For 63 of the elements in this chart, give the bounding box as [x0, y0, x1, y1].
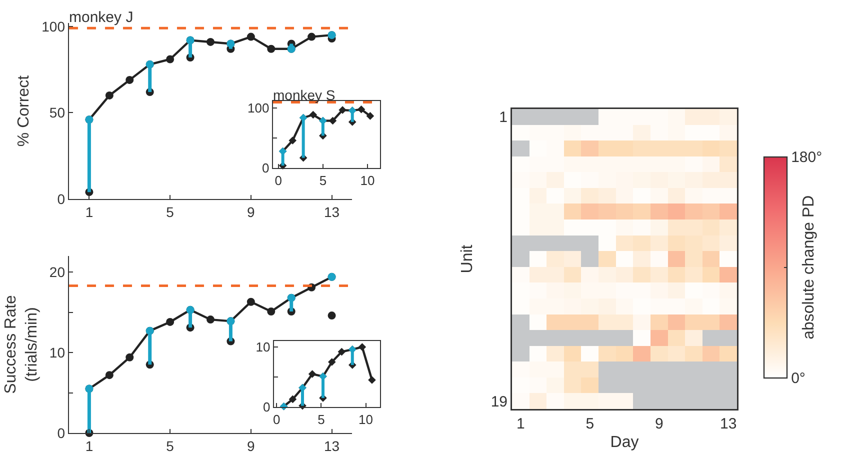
point — [368, 376, 376, 384]
x-tick-label: 10 — [360, 172, 375, 188]
point — [357, 105, 366, 114]
point — [166, 318, 174, 326]
chart-title: monkey J — [69, 9, 134, 26]
point — [338, 106, 346, 114]
y-tick-label: 0 — [262, 400, 270, 415]
x-tick-label: 5 — [318, 412, 325, 427]
x-axis-title: Day — [610, 434, 639, 451]
point — [267, 308, 276, 316]
point — [166, 55, 174, 64]
point — [126, 76, 134, 84]
x-tick-label: 9 — [247, 438, 256, 454]
x-tick-label: 13 — [324, 204, 340, 220]
y-axis-title: % Correct — [16, 74, 33, 147]
y-tick-label: 0 — [262, 160, 270, 176]
point — [328, 312, 336, 320]
x-tick-label: 5 — [586, 416, 594, 432]
y-tick-label: 100 — [247, 100, 270, 116]
color-bar-label: 180° — [791, 149, 822, 166]
chart-title: monkey S — [273, 87, 336, 103]
point — [246, 298, 255, 306]
point — [288, 395, 297, 404]
point — [246, 32, 255, 41]
point — [308, 370, 316, 378]
x-tick-label: 0 — [273, 412, 280, 427]
y-tick-label: 100 — [42, 18, 66, 34]
point — [126, 353, 134, 362]
x-tick-label: 0 — [274, 172, 282, 188]
point — [358, 343, 366, 351]
point — [328, 116, 337, 125]
point — [309, 110, 318, 119]
x-tick-label: 9 — [247, 204, 256, 220]
x-tick-label: 5 — [319, 172, 327, 188]
x-tick-label: 13 — [720, 416, 737, 432]
y-tick-label: 19 — [490, 393, 508, 410]
y-axis-title: Success Rate (trials/min) — [2, 295, 40, 394]
point — [105, 371, 114, 380]
y-tick-label: 10 — [49, 344, 66, 360]
point — [366, 112, 374, 120]
point — [267, 44, 276, 53]
y-axis-title: Unit — [458, 244, 476, 274]
y-tick-label: 0 — [57, 190, 66, 207]
point — [206, 38, 214, 46]
y-tick-label: 20 — [49, 264, 66, 280]
x-tick-label: 5 — [166, 438, 174, 454]
x-tick-label: 5 — [166, 204, 174, 220]
point — [206, 316, 214, 324]
x-tick-label: 1 — [516, 416, 525, 432]
x-tick-label: 13 — [324, 438, 340, 454]
point — [288, 136, 297, 144]
y-tick-label: 10 — [256, 340, 270, 355]
x-tick-label: 1 — [85, 438, 94, 454]
color-bar-label: 0° — [791, 370, 806, 388]
point — [338, 348, 346, 356]
point — [328, 358, 336, 366]
color-bar-title: absolute change PD — [800, 195, 818, 340]
x-tick-label: 10 — [358, 412, 373, 427]
point — [105, 91, 114, 100]
point — [308, 32, 316, 41]
y-tick-label: 50 — [49, 104, 66, 121]
x-tick-label: 9 — [654, 416, 664, 432]
x-tick-label: 1 — [85, 204, 94, 220]
